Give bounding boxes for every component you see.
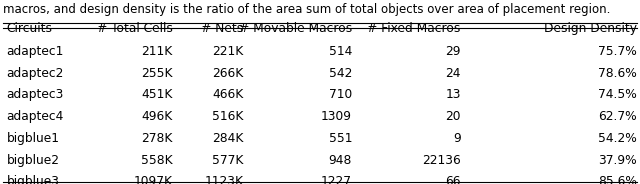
Text: Circuits: Circuits [6,22,52,35]
Text: adaptec3: adaptec3 [6,89,64,101]
Text: 22136: 22136 [422,154,461,167]
Text: 1097K: 1097K [134,175,173,184]
Text: 66: 66 [445,175,461,184]
Text: 1227: 1227 [321,175,352,184]
Text: 13: 13 [445,89,461,101]
Text: bigblue3: bigblue3 [6,175,60,184]
Text: # Nets: # Nets [201,22,243,35]
Text: 74.5%: 74.5% [598,89,637,101]
Text: adaptec2: adaptec2 [6,67,64,80]
Text: 255K: 255K [141,67,173,80]
Text: # Movable Macros: # Movable Macros [239,22,352,35]
Text: 9: 9 [453,132,461,145]
Text: 577K: 577K [212,154,243,167]
Text: 558K: 558K [141,154,173,167]
Text: 1309: 1309 [321,110,352,123]
Text: 37.9%: 37.9% [598,154,637,167]
Text: 466K: 466K [212,89,243,101]
Text: adaptec1: adaptec1 [6,45,64,58]
Text: Design Density: Design Density [544,22,637,35]
Text: 211K: 211K [141,45,173,58]
Text: 514: 514 [328,45,352,58]
Text: 62.7%: 62.7% [598,110,637,123]
Text: 85.6%: 85.6% [598,175,637,184]
Text: 24: 24 [445,67,461,80]
Text: 78.6%: 78.6% [598,67,637,80]
Text: bigblue2: bigblue2 [6,154,60,167]
Text: 278K: 278K [141,132,173,145]
Text: 54.2%: 54.2% [598,132,637,145]
Text: # Total Cells: # Total Cells [97,22,173,35]
Text: 1123K: 1123K [204,175,243,184]
Text: 516K: 516K [212,110,243,123]
Text: 496K: 496K [141,110,173,123]
Text: # Fixed Macros: # Fixed Macros [367,22,461,35]
Text: 20: 20 [445,110,461,123]
Text: 284K: 284K [212,132,243,145]
Text: 542: 542 [328,67,352,80]
Text: bigblue1: bigblue1 [6,132,60,145]
Text: 551: 551 [328,132,352,145]
Text: macros, and design density is the ratio of the area sum of total objects over ar: macros, and design density is the ratio … [3,3,611,16]
Text: 75.7%: 75.7% [598,45,637,58]
Text: 221K: 221K [212,45,243,58]
Text: 948: 948 [328,154,352,167]
Text: adaptec4: adaptec4 [6,110,64,123]
Text: 451K: 451K [141,89,173,101]
Text: 710: 710 [329,89,352,101]
Text: 29: 29 [445,45,461,58]
Text: 266K: 266K [212,67,243,80]
